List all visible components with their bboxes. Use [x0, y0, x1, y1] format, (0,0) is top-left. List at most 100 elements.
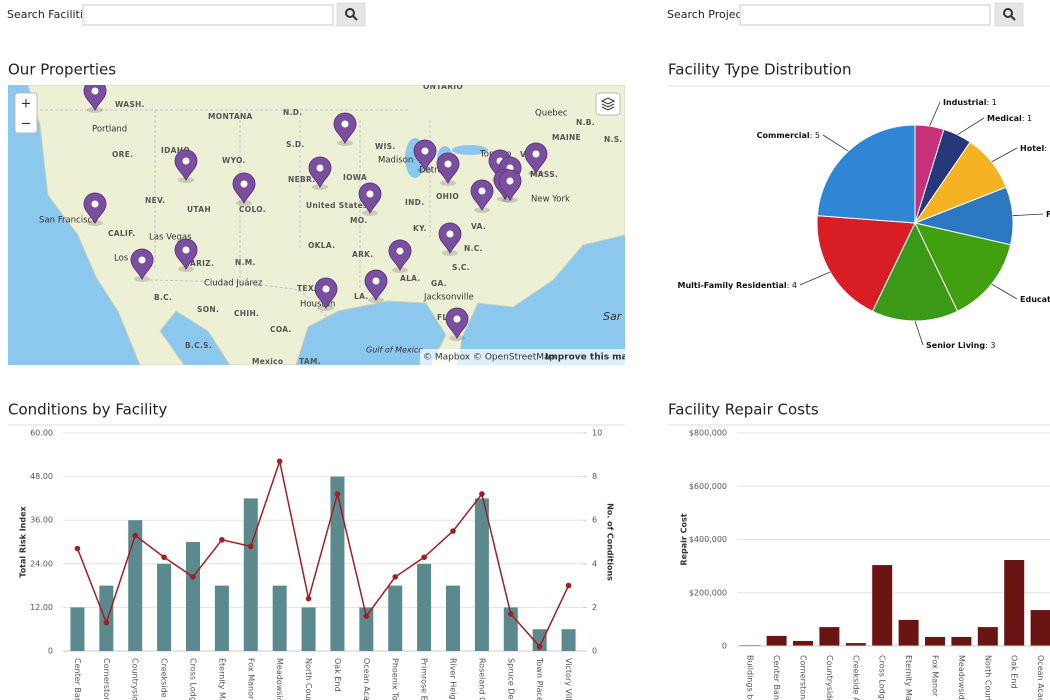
search-input[interactable]	[82, 4, 334, 26]
pin	[314, 277, 338, 310]
map-label: Los An	[114, 254, 142, 264]
pin-dot	[366, 190, 374, 198]
pin-dot	[91, 200, 99, 208]
pin	[232, 172, 256, 205]
pin	[445, 307, 469, 340]
map-label: IDAHO	[161, 146, 190, 155]
map-label: B.C.S.	[185, 341, 212, 350]
pie-label-name: Industrial	[943, 98, 987, 107]
border	[40, 109, 431, 321]
leader-line	[957, 117, 985, 136]
map-label: CHIH.	[234, 309, 259, 318]
map-label: GA.	[431, 279, 447, 288]
x-tick-label: Ocean Acad	[1036, 655, 1045, 700]
x-tick-label: Creekside A	[851, 655, 860, 700]
pin-dot	[444, 160, 452, 168]
map-label: MONTANA	[208, 112, 253, 121]
pie-slice	[914, 222, 1012, 312]
line-point	[190, 574, 196, 580]
pie-label-separator: :	[787, 281, 792, 290]
bar	[128, 520, 143, 651]
x-tick-label: Fox Manor	[246, 658, 255, 700]
zoom-out[interactable]: −	[21, 117, 32, 132]
x-tick-label: North Cour	[304, 658, 313, 700]
line-point	[334, 491, 341, 497]
improve-link[interactable]: Improve this map	[545, 353, 635, 363]
pin	[174, 238, 198, 271]
search-button[interactable]	[336, 2, 366, 27]
map-label: UTAH	[187, 205, 211, 214]
pie-label-value: 1	[992, 98, 997, 107]
pie-label-separator: :	[985, 341, 990, 350]
pin-dot	[453, 315, 461, 323]
line-point	[507, 611, 514, 617]
pie-label-name: Hotel	[1020, 144, 1044, 153]
y-tick-label: 12.00	[30, 603, 53, 612]
bar	[474, 498, 489, 651]
line	[76, 458, 570, 648]
pie-label: Fitness: 2	[1046, 210, 1050, 219]
attribution-bg	[420, 349, 625, 365]
line-point	[421, 554, 427, 561]
map[interactable]: WASH. MONTANA N.D. ONTARIO Quebec MAINE N.B. N.…	[8, 80, 635, 370]
pin	[524, 142, 548, 175]
leader-line	[991, 147, 1018, 163]
y2-tick-label: 4	[592, 559, 597, 568]
map-label: TAM.	[299, 357, 321, 366]
pie-label-name: Fitness	[1046, 210, 1050, 219]
map-label: WYO.	[222, 156, 246, 165]
x-tick-label: Phoenix To	[391, 658, 400, 700]
bar	[872, 565, 893, 646]
map-label: Sar	[603, 310, 623, 323]
pie-label-value: 5	[815, 131, 820, 140]
map-label: Houston	[300, 300, 335, 310]
zoom-in[interactable]: +	[21, 97, 32, 112]
map-label: Jacksonville	[423, 293, 474, 303]
pie-slice	[816, 215, 916, 312]
attribution: © Mapbox © OpenStreetMap	[423, 353, 556, 363]
map-label: Madison	[378, 156, 413, 166]
pie-label-separator: :	[810, 131, 815, 140]
map-label: NEBR.	[288, 175, 315, 184]
bar	[766, 635, 787, 646]
search-button[interactable]	[994, 2, 1024, 27]
y-tick-label: 0	[722, 642, 727, 651]
pin-dot	[506, 177, 514, 185]
map-label: MASS.	[530, 170, 558, 179]
x-tick-label: Cornerstone	[799, 655, 808, 700]
y-tick-label: 36.00	[30, 516, 53, 525]
section-title: Conditions by Facility	[8, 401, 167, 419]
map-label: COA.	[270, 325, 292, 334]
bar	[359, 607, 374, 651]
x-tick-label: Victory Villa	[564, 658, 573, 700]
map-pins	[83, 85, 548, 341]
zoom-control	[14, 92, 38, 134]
x-tick-label: Eternity Ma	[217, 658, 226, 700]
pin	[364, 269, 388, 302]
map-label: KY.	[413, 224, 427, 233]
pin-dot	[322, 285, 330, 293]
map-label: WASH.	[115, 100, 145, 109]
pin	[308, 156, 332, 189]
x-tick-label: Countryside	[131, 658, 140, 700]
map-label: ONTARIO	[423, 82, 463, 91]
pin	[358, 182, 382, 215]
bar	[99, 585, 114, 651]
line-point	[536, 643, 543, 650]
map-label: New York	[531, 195, 570, 205]
pie-label: Multi-Family Residential: 4	[678, 281, 798, 290]
map-label: WIS.	[375, 142, 396, 151]
search-input[interactable]	[739, 4, 991, 26]
y2-tick-label: 0	[592, 647, 597, 656]
x-tick-label: Ocean Aca	[362, 658, 371, 700]
map-label: N.M.	[235, 258, 256, 267]
layers-icon	[600, 97, 616, 111]
pin	[83, 192, 107, 225]
pie-label: Commercial: 5	[757, 131, 820, 140]
y2-axis-title: No. of Conditions	[606, 503, 615, 581]
pin	[130, 248, 154, 281]
bar	[243, 498, 258, 651]
pin	[498, 169, 522, 202]
bar	[1004, 560, 1025, 646]
